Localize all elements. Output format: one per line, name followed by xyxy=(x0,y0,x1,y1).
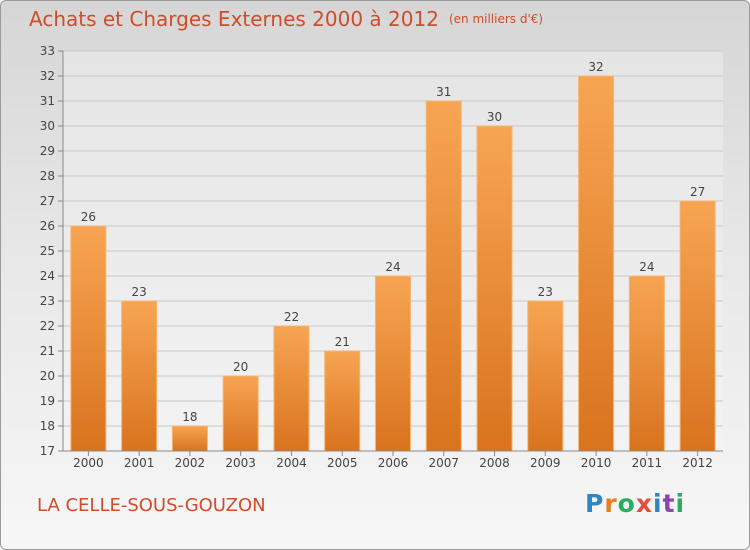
y-tick-label: 28 xyxy=(40,169,55,183)
x-tick-label: 2002 xyxy=(175,456,206,470)
y-tick-label: 24 xyxy=(40,269,55,283)
chart-subtitle: (en milliers d'€) xyxy=(448,12,544,26)
logo-letter: P xyxy=(585,489,605,518)
proxiti-logo: Proxiti xyxy=(585,489,685,518)
y-tick-label: 23 xyxy=(40,294,55,308)
data-label: 24 xyxy=(385,260,400,274)
x-tick-label: 2006 xyxy=(378,456,409,470)
chart-title-text: Achats et Charges Externes 2000 à 2012 xyxy=(29,7,439,31)
bar-2004 xyxy=(273,325,310,452)
bar-2000 xyxy=(70,225,107,452)
x-tick-label: 2012 xyxy=(682,456,713,470)
commune-name: LA CELLE-SOUS-GOUZON xyxy=(37,495,266,516)
bars xyxy=(70,75,716,452)
x-tick-label: 2000 xyxy=(73,456,104,470)
x-tick-label: 2010 xyxy=(581,456,612,470)
data-label: 21 xyxy=(335,335,350,349)
x-tick-label: 2011 xyxy=(632,456,663,470)
data-label: 30 xyxy=(487,110,502,124)
bar-2001 xyxy=(121,300,158,452)
bar-2007 xyxy=(425,100,462,452)
logo-letter: x xyxy=(635,489,653,518)
y-tick-label: 21 xyxy=(40,344,55,358)
data-label: 27 xyxy=(690,185,705,199)
y-tick-label: 20 xyxy=(40,369,55,383)
y-tick-label: 30 xyxy=(40,119,55,133)
bar-2003 xyxy=(222,375,259,452)
y-tick-label: 27 xyxy=(40,194,55,208)
y-tick-label: 18 xyxy=(40,419,55,433)
y-axis: 17 18 19 20 21 22 23 24 25 26 27 28 29 30 31 32 33 xyxy=(40,44,64,458)
bar-2002 xyxy=(171,425,208,452)
bar-2005 xyxy=(324,350,361,452)
y-tick-label: 31 xyxy=(40,94,55,108)
chart-title: Achats et Charges Externes 2000 à 2012 (e… xyxy=(29,7,543,31)
x-tick-label: 2009 xyxy=(530,456,561,470)
x-tick-label: 2004 xyxy=(276,456,307,470)
logo-letter: r xyxy=(604,489,618,518)
bar-2008 xyxy=(476,125,513,452)
data-label: 22 xyxy=(284,310,299,324)
y-tick-label: 32 xyxy=(40,69,55,83)
y-tick-label: 25 xyxy=(40,244,55,258)
logo-letter: t xyxy=(662,489,676,518)
y-tick-label: 29 xyxy=(40,144,55,158)
x-axis: 2000 2001 2002 2003 2004 2005 2006 2007 2008 2009… xyxy=(63,450,723,470)
x-tick-label: 2007 xyxy=(428,456,459,470)
y-tick-label: 33 xyxy=(40,44,55,58)
data-label: 18 xyxy=(182,410,197,424)
x-tick-label: 2005 xyxy=(327,456,358,470)
logo-letter: i xyxy=(675,489,686,518)
data-label: 23 xyxy=(132,285,147,299)
logo-letter: o xyxy=(617,489,636,518)
y-tick-label: 26 xyxy=(40,219,55,233)
bar-2010 xyxy=(578,75,615,452)
data-labels: 26 23 18 20 22 21 24 31 30 23 32 24 27 xyxy=(81,60,706,424)
y-tick-label: 17 xyxy=(40,444,55,458)
x-tick-label: 2003 xyxy=(225,456,256,470)
bar-2006 xyxy=(375,275,411,452)
x-tick-label: 2008 xyxy=(479,456,510,470)
data-label: 23 xyxy=(538,285,553,299)
data-label: 20 xyxy=(233,360,248,374)
y-tick-label: 19 xyxy=(40,394,55,408)
data-label: 32 xyxy=(588,60,603,74)
bar-2012 xyxy=(679,200,716,452)
y-tick-label: 22 xyxy=(40,319,55,333)
data-label: 31 xyxy=(436,85,451,99)
x-tick-label: 2001 xyxy=(124,456,155,470)
data-label: 24 xyxy=(639,260,654,274)
data-label: 26 xyxy=(81,210,96,224)
bar-2011 xyxy=(628,275,665,452)
logo-letter: i xyxy=(653,489,663,518)
bar-2009 xyxy=(527,300,564,452)
